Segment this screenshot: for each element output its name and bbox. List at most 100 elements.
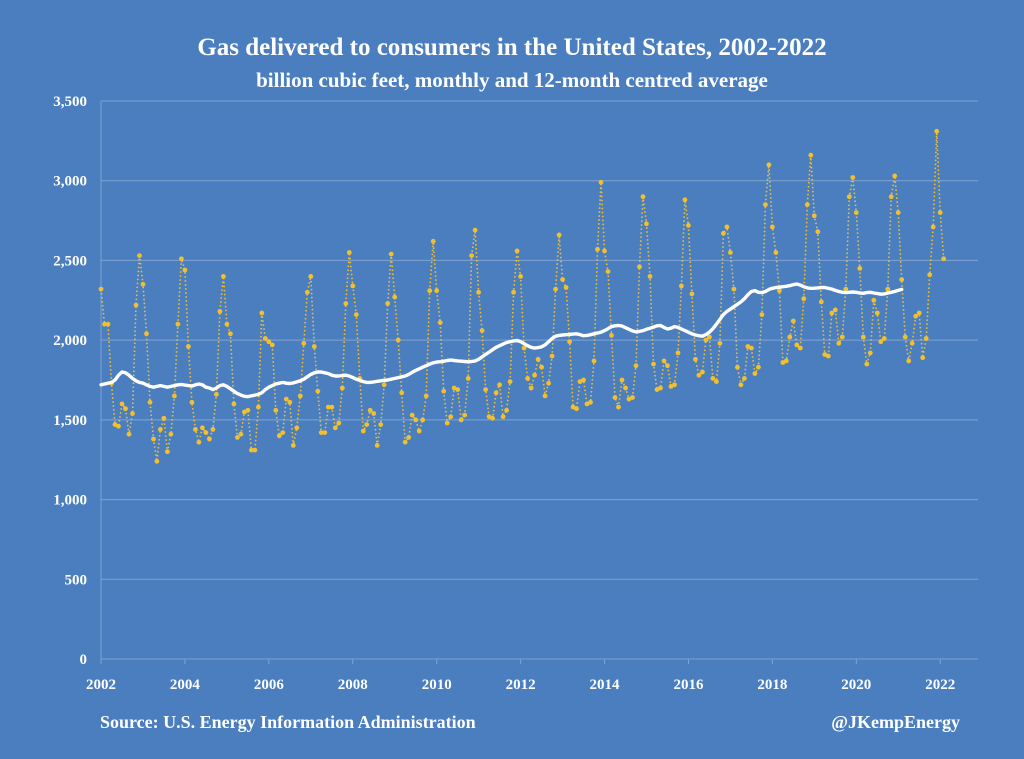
monthly-point [892,173,898,179]
monthly-point [434,288,440,294]
monthly-point [630,395,635,400]
monthly-point [343,301,349,306]
monthly-point [133,302,139,308]
monthly-point [731,286,737,292]
monthly-point [360,428,366,434]
monthly-point [381,382,387,388]
monthly-point [395,337,401,343]
monthly-point [179,256,184,262]
monthly-point [794,342,800,348]
monthly-point [329,404,335,410]
monthly-point [500,414,506,420]
monthly-point [556,232,562,238]
monthly-point [245,407,251,413]
monthly-point [161,415,167,421]
monthly-point [214,391,219,397]
y-tick-label: 1,000 [53,493,87,509]
monthly-point [444,420,450,426]
monthly-point [472,227,478,233]
monthly-point [105,321,111,327]
monthly-point [763,202,768,208]
monthly-point [766,162,772,168]
monthly-point [535,356,541,362]
monthly-point [895,210,901,216]
monthly-point [777,288,782,294]
monthly-point [703,337,709,343]
monthly-point [427,288,433,294]
monthly-point [378,422,384,427]
monthly-point [420,417,426,423]
monthly-point [728,250,733,255]
monthly-point [829,310,835,316]
monthly-point [448,414,454,420]
monthly-point [857,266,863,271]
monthly-point [217,309,223,314]
monthly-point [902,334,908,340]
monthly-point [259,310,265,316]
monthly-point [339,385,345,391]
monthly-point [262,336,268,341]
monthly-point [595,246,600,252]
monthly-point [689,291,695,297]
monthly-point [700,369,705,375]
monthly-point [465,376,471,381]
monthly-point [507,379,513,384]
monthly-point [752,371,758,376]
monthly-point [927,272,933,278]
x-tick-label: 2020 [841,677,871,693]
monthly-point [374,443,380,448]
gridlines [101,100,978,580]
x-tick-label: 2018 [757,677,787,693]
monthly-point [770,224,775,230]
monthly-point [693,356,698,362]
monthly-point [325,404,331,410]
monthly-point [941,256,947,262]
monthly-point [493,390,499,396]
monthly-point [203,430,209,435]
monthly-point [455,387,461,392]
author-credit: @JKempEnergy [831,712,960,732]
monthly-point [371,411,377,416]
monthly-point [801,296,807,302]
monthly-point [930,224,936,230]
monthly-point [186,344,191,349]
monthly-point [563,285,569,290]
monthly-point [210,427,216,432]
y-tick-label: 500 [65,572,88,588]
monthly-point [402,439,408,445]
monthly-point [560,277,565,282]
monthly-point [850,175,856,180]
monthly-point [591,358,597,364]
monthly-point [602,248,607,254]
monthly-point [790,318,796,324]
monthly-point [714,379,719,384]
monthly-point [934,128,940,134]
axes [100,101,978,664]
monthly-point [490,415,495,421]
monthly-point [315,388,321,394]
monthly-point [567,339,572,345]
monthly-point [406,435,412,440]
monthly-point [182,267,188,273]
monthly-point [679,283,684,289]
monthly-point [881,336,887,341]
monthly-point [151,436,156,442]
monthly-point [920,355,926,361]
monthly-point [392,294,398,300]
y-tick-label: 1,500 [53,413,87,429]
monthly-point [346,250,352,255]
monthly-point [647,274,653,279]
monthly-point [297,393,303,399]
monthly-point [696,372,702,378]
monthly-point [549,353,555,359]
monthly-point [175,321,181,327]
monthly-point [430,238,436,244]
monthly-point [909,340,915,346]
monthly-point [304,289,310,295]
monthly-point [308,274,314,279]
monthly-point [878,339,884,345]
monthly-point [228,331,233,337]
monthly-point [98,286,104,292]
monthly-point [721,230,726,236]
